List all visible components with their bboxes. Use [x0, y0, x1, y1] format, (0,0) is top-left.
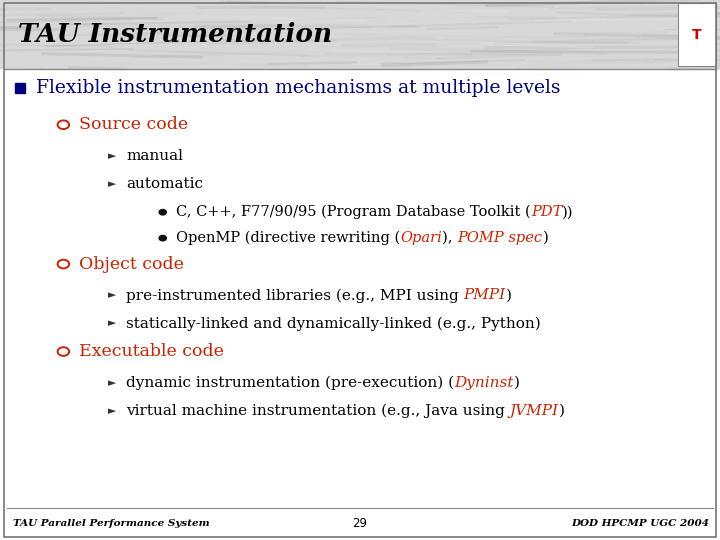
Text: ►: ► — [108, 291, 117, 300]
Text: JVMPI: JVMPI — [510, 404, 559, 418]
Text: pre-instrumented libraries (e.g., MPI using: pre-instrumented libraries (e.g., MPI us… — [126, 288, 464, 302]
Text: ►: ► — [108, 319, 117, 328]
Text: T: T — [692, 28, 702, 42]
Text: Flexible instrumentation mechanisms at multiple levels: Flexible instrumentation mechanisms at m… — [36, 79, 560, 97]
Text: automatic: automatic — [126, 177, 203, 191]
Text: manual: manual — [126, 149, 183, 163]
Text: POMP spec: POMP spec — [457, 231, 543, 245]
Text: ►: ► — [108, 406, 117, 416]
Circle shape — [159, 235, 166, 241]
Text: Object code: Object code — [79, 255, 184, 273]
FancyBboxPatch shape — [678, 3, 716, 66]
Text: TAU Instrumentation: TAU Instrumentation — [18, 22, 332, 47]
Text: ►: ► — [108, 151, 117, 161]
Text: dynamic instrumentation (pre-execution) (: dynamic instrumentation (pre-execution) … — [126, 376, 454, 390]
Text: TAU Parallel Performance System: TAU Parallel Performance System — [13, 519, 210, 528]
Text: virtual machine instrumentation (e.g., Java using: virtual machine instrumentation (e.g., J… — [126, 404, 510, 418]
Text: C, C++, F77/90/95 (Program Database Toolkit (: C, C++, F77/90/95 (Program Database Tool… — [176, 205, 531, 219]
FancyBboxPatch shape — [16, 83, 24, 93]
Text: 29: 29 — [353, 517, 367, 530]
Text: OpenMP (directive rewriting (: OpenMP (directive rewriting ( — [176, 231, 400, 245]
Text: PDT: PDT — [531, 205, 562, 219]
Text: ),: ), — [442, 231, 457, 245]
Text: DOD HPCMP UGC 2004: DOD HPCMP UGC 2004 — [571, 519, 709, 528]
Text: statically-linked and dynamically-linked (e.g., Python): statically-linked and dynamically-linked… — [126, 316, 541, 330]
Circle shape — [159, 210, 166, 215]
FancyBboxPatch shape — [0, 0, 720, 69]
Text: Source code: Source code — [79, 116, 189, 133]
Text: ►: ► — [108, 179, 117, 189]
Text: ►: ► — [108, 378, 117, 388]
Text: )): )) — [562, 205, 574, 219]
Text: ): ) — [513, 376, 520, 390]
Text: PMPI: PMPI — [464, 288, 505, 302]
Text: ): ) — [505, 288, 512, 302]
Text: Executable code: Executable code — [79, 343, 224, 360]
Text: ): ) — [559, 404, 564, 418]
Text: Opari: Opari — [400, 231, 442, 245]
Text: ): ) — [543, 231, 548, 245]
Text: Dyninst: Dyninst — [454, 376, 513, 390]
